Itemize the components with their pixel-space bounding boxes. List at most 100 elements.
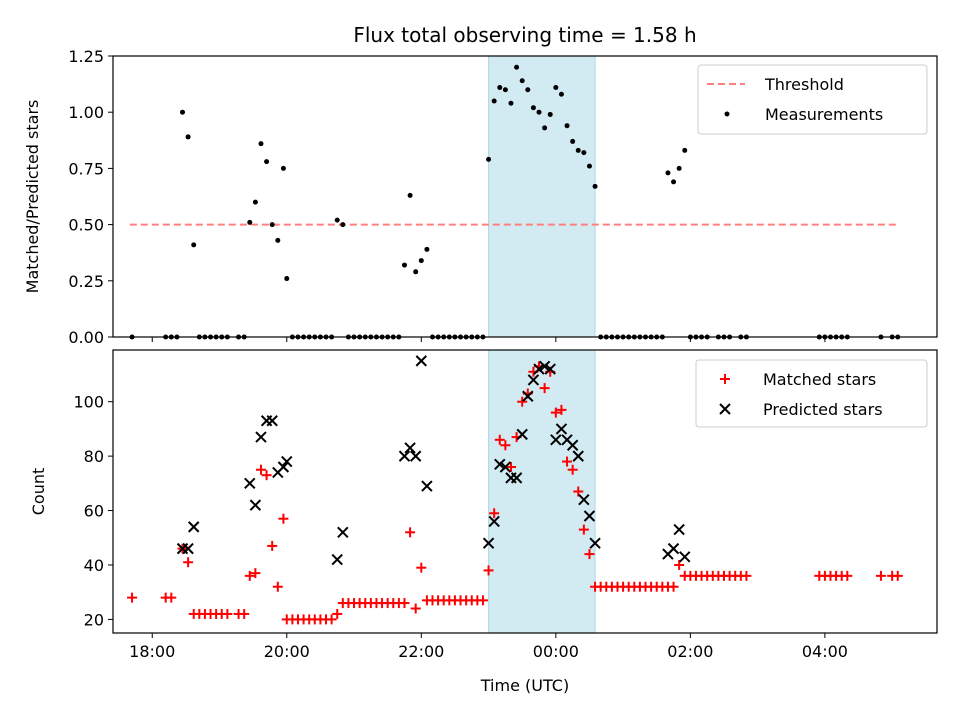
matched-star-point: [489, 508, 500, 519]
predicted-star-point: [538, 360, 551, 373]
predicted-star-point: [249, 499, 262, 511]
matched-star-point: [517, 396, 528, 407]
measurement-point: [508, 100, 514, 106]
measurement-point: [665, 170, 671, 176]
x-tick-label: 00:00: [533, 642, 579, 661]
top-y-tick-label: 1.00: [68, 103, 104, 122]
predicted-star-point: [398, 450, 411, 462]
matched-star-point: [244, 570, 255, 581]
measurement-point: [491, 98, 497, 104]
measurement-point: [542, 125, 548, 131]
predicted-star-point: [583, 510, 596, 522]
predicted-star-point: [578, 493, 590, 506]
top-axis-ticks: 0.00 0.25 0.50 0.75 1.00 1.25: [68, 47, 826, 347]
matched-star-point: [127, 592, 138, 603]
matched-star-point: [674, 559, 685, 570]
top-y-axis-label: Matched/Predicted stars: [23, 100, 42, 294]
matched-star-point: [272, 581, 283, 592]
predicted-star-point: [244, 477, 256, 490]
predicted-star-point: [409, 450, 422, 462]
matched-star-point: [222, 608, 233, 619]
legend-predicted-marker: [719, 403, 731, 415]
matched-star-point: [741, 570, 752, 581]
matched-star-point: [399, 598, 410, 609]
matched-star-point: [573, 486, 584, 497]
measurement-point: [586, 163, 592, 169]
matched-star-point: [584, 549, 595, 560]
predicted-star-point: [589, 537, 601, 549]
measurement-point: [418, 258, 424, 264]
top-legend-box: [697, 64, 928, 135]
predicted-star-point: [533, 363, 545, 375]
matched-star-point: [500, 440, 511, 451]
legend-matched-label: Matched stars: [763, 370, 876, 389]
measurement-point: [575, 147, 581, 153]
top-axes-frame: [112, 55, 938, 338]
bottom-legend: Matched stars Predicted stars: [695, 359, 928, 428]
matched-star-point: [875, 570, 886, 581]
predicted-star-point: [188, 521, 200, 533]
predicted-star-point: [499, 461, 512, 473]
measurement-point: [424, 246, 430, 252]
matched-star-point: [326, 614, 337, 625]
measurement-point: [258, 141, 264, 147]
x-tick-label: 22:00: [398, 642, 444, 661]
matched-star-point: [550, 407, 561, 418]
predicted-star-point: [482, 537, 495, 549]
predicted-star-point: [555, 423, 568, 435]
measurement-point: [682, 147, 688, 153]
matched-star-point: [562, 456, 573, 467]
measurement-point: [334, 217, 340, 223]
predicted-star-point: [281, 455, 293, 468]
predicted-star-point: [510, 472, 523, 484]
predicted-star-point: [566, 439, 579, 451]
measurement-point: [536, 109, 542, 115]
predicted-star-point: [516, 428, 528, 441]
legend-measurements-swatch: [724, 111, 730, 117]
predicted-star-point: [255, 431, 267, 443]
measurement-point: [284, 276, 290, 282]
x-tick-label: 20:00: [264, 642, 310, 661]
measurement-point: [570, 138, 576, 144]
matched-star-point: [494, 434, 505, 445]
predicted-star-point: [182, 542, 194, 555]
measurement-point: [180, 109, 186, 115]
predicted-star-point: [494, 458, 506, 470]
measurement-point: [497, 84, 503, 90]
bottom-y-axis-label: Count: [29, 468, 48, 516]
measurement-point: [519, 78, 525, 84]
top-y-tick-label: 0.25: [68, 272, 104, 291]
x-tick-label: 02:00: [667, 642, 713, 661]
measurement-point: [564, 123, 570, 129]
matched-star-point: [416, 562, 427, 573]
legend-matched-swatch: [720, 374, 730, 384]
matched-star-point: [477, 595, 488, 606]
measurement-point: [407, 192, 413, 198]
predicted-star-point: [550, 434, 562, 446]
bottom-y-tick-label: 60: [84, 502, 104, 521]
measurement-point: [530, 105, 536, 111]
matched-star-point: [668, 581, 679, 592]
measurement-point: [340, 222, 346, 228]
predicted-star-point: [277, 461, 290, 473]
top-y-tick-label: 0.75: [68, 159, 104, 178]
matched-star-point: [278, 513, 289, 524]
matched-star-point: [539, 383, 550, 394]
predicted-star-point: [572, 450, 584, 462]
predicted-star-point: [421, 480, 433, 492]
predicted-star-point: [331, 553, 343, 566]
predicted-stars-points: [176, 355, 691, 566]
legend-predicted-swatch: [719, 403, 731, 415]
matched-stars-points: [127, 361, 903, 625]
observing-window-shade-top: [488, 55, 596, 338]
measurement-point: [558, 91, 564, 97]
matched-star-point: [505, 462, 516, 473]
bottom-y-tick-label: 80: [84, 447, 104, 466]
bottom-legend-box: [695, 359, 928, 428]
predicted-star-point: [404, 442, 416, 454]
predicted-star-point: [527, 374, 540, 386]
predicted-star-point: [673, 523, 685, 536]
measurement-point: [413, 269, 419, 275]
matched-star-point: [166, 592, 177, 603]
